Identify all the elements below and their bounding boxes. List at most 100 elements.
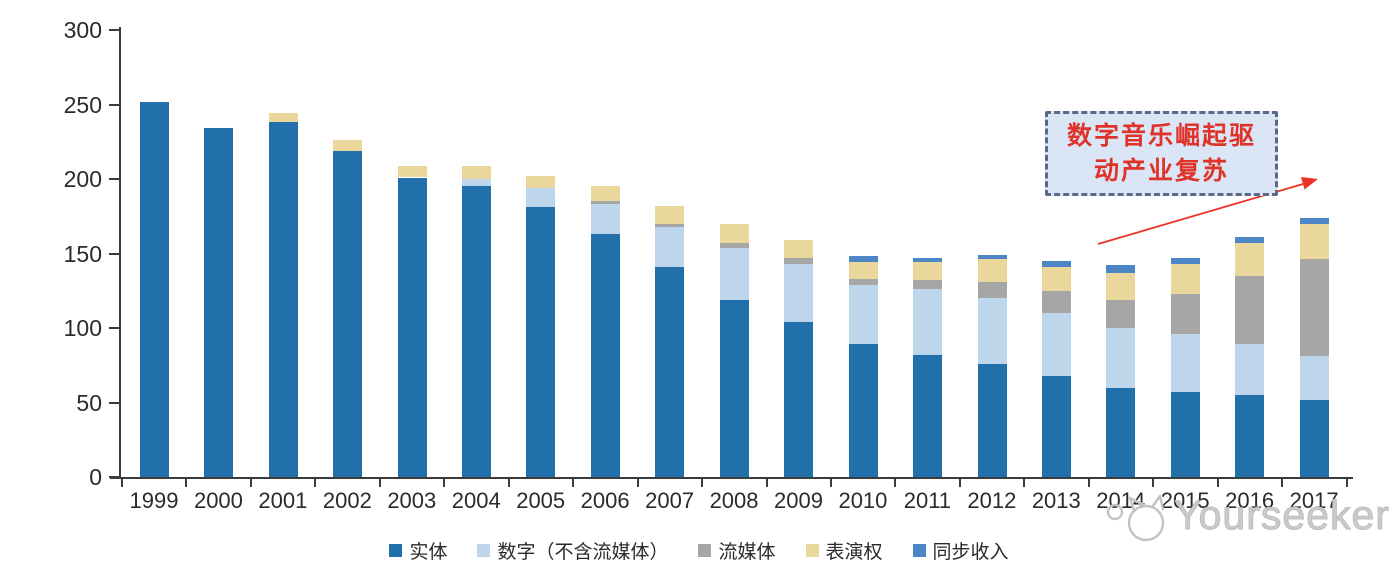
bar-segment-2002 (333, 150, 363, 477)
bar-segment-2016 (1235, 344, 1265, 396)
bar-segment-2011 (913, 262, 943, 281)
x-axis-tick-label: 2001 (258, 488, 308, 513)
bar-segment-2007 (655, 205, 685, 224)
bar-segment-2008 (719, 223, 749, 244)
bar-segment-2006 (590, 186, 620, 202)
annotation-text-line2: 动产业复苏 (1093, 156, 1229, 185)
bar-segment-2014 (1106, 299, 1136, 328)
bar-segment-2013 (1042, 375, 1072, 477)
bar-segment-2007 (655, 266, 685, 477)
bar-segment-2011 (913, 280, 943, 290)
x-axis-tick-label: 2013 (1031, 488, 1081, 513)
bar-segment-2004 (461, 179, 491, 187)
bar-segment-2000 (204, 128, 234, 477)
x-axis-tick (314, 479, 317, 487)
bar-segment-2009 (784, 322, 814, 477)
bar-segment-2013 (1042, 266, 1072, 291)
bar-segment-2014 (1106, 265, 1136, 273)
bar-segment-2010 (848, 344, 878, 477)
bar-segment-2007 (655, 226, 685, 267)
x-axis-tick (572, 479, 575, 487)
y-axis-tick-label: 50 (76, 389, 102, 416)
bar-segment-2011 (913, 257, 943, 263)
cat-logo-icon (1106, 494, 1165, 542)
bar-segment-2011 (913, 289, 943, 355)
x-axis-tick (1087, 479, 1090, 487)
x-axis-tick (1216, 479, 1219, 487)
bar-segment-2001 (268, 122, 298, 477)
x-axis-tick (121, 479, 123, 487)
y-axis-tick (109, 476, 119, 478)
x-axis-tick (507, 479, 510, 487)
y-axis-tick (109, 327, 119, 329)
x-axis-tick-label: 2012 (967, 488, 1017, 513)
bar-segment-2004 (461, 186, 491, 477)
bar-segment-2012 (977, 298, 1007, 364)
bar-segment-2017 (1299, 217, 1329, 224)
bar-segment-2017 (1299, 399, 1329, 477)
bar-segment-2010 (848, 256, 878, 263)
x-axis-tick (1345, 479, 1348, 487)
bar-segment-2005 (526, 187, 556, 208)
bar-segment-2006 (590, 204, 620, 235)
bar-segment-2004 (461, 165, 491, 179)
bar-segment-2017 (1299, 356, 1329, 400)
bar-segment-2014 (1106, 328, 1136, 388)
x-axis-tick (701, 479, 704, 487)
legend-swatch-icon (477, 544, 491, 557)
bar-segment-2016 (1235, 395, 1265, 477)
bar-segment-2001 (268, 113, 298, 123)
legend-item: 表演权 (805, 537, 883, 564)
x-axis-tick (249, 479, 252, 487)
bar-segment-2007 (655, 223, 685, 227)
bar-segment-2008 (719, 247, 749, 300)
bar-segment-2013 (1042, 260, 1072, 267)
y-axis-tick-label: 250 (63, 91, 102, 118)
bar-segment-2015 (1170, 333, 1200, 393)
bar-segment-2015 (1170, 263, 1200, 294)
bar-segment-1999 (139, 101, 169, 477)
bar-segment-2014 (1106, 387, 1136, 477)
bar-segment-2012 (977, 254, 1007, 260)
x-axis-tick-label: 2007 (645, 488, 695, 513)
bar-segment-2015 (1170, 293, 1200, 334)
x-axis-tick-label: 2011 (903, 488, 952, 513)
legend-item: 同步收入 (912, 537, 1009, 564)
x-axis-tick (443, 479, 446, 487)
x-axis-line (110, 477, 1353, 479)
x-axis-tick-label: 2008 (709, 488, 759, 513)
x-axis-tick (894, 479, 897, 487)
y-axis-tick-label: 300 (63, 17, 102, 43)
annotation-callout: 数字音乐崛起驱 动产业复苏 (1045, 111, 1278, 196)
watermark-text: Yourseeker (1174, 492, 1390, 539)
x-axis-tick-label: 2003 (387, 488, 437, 513)
bar-segment-2017 (1299, 259, 1329, 357)
bar-segment-2011 (913, 354, 943, 477)
bar-segment-2002 (333, 140, 363, 151)
x-axis-tick-label: 2010 (838, 488, 888, 513)
y-axis-tick (109, 401, 119, 404)
x-axis-tick (378, 479, 381, 487)
bar-segment-2005 (526, 207, 556, 477)
y-axis-tick (109, 29, 119, 31)
y-axis-tick-label: 200 (63, 166, 102, 192)
x-axis-tick-label: 2016 (1225, 488, 1275, 513)
x-axis-tick (1023, 479, 1026, 487)
bar-segment-2009 (784, 257, 814, 264)
bar-segment-2006 (590, 234, 620, 477)
x-axis-tick-label: 2009 (774, 488, 823, 513)
bar-segment-2008 (719, 243, 749, 248)
legend-label: 同步收入 (932, 542, 1009, 563)
bar-segment-2010 (848, 284, 878, 345)
bar-segment-2014 (1106, 272, 1136, 300)
bar-segment-2005 (526, 176, 556, 188)
bar-segment-2009 (784, 240, 814, 258)
x-axis-tick-label: 2006 (580, 488, 630, 513)
y-axis-tick-label: 150 (63, 240, 102, 267)
legend-item: 数字（不含流媒体） (477, 537, 668, 564)
x-axis-tick (958, 479, 961, 487)
x-axis-tick (636, 479, 639, 487)
legend-label: 实体 (409, 542, 448, 563)
bar-segment-2015 (1170, 392, 1200, 477)
